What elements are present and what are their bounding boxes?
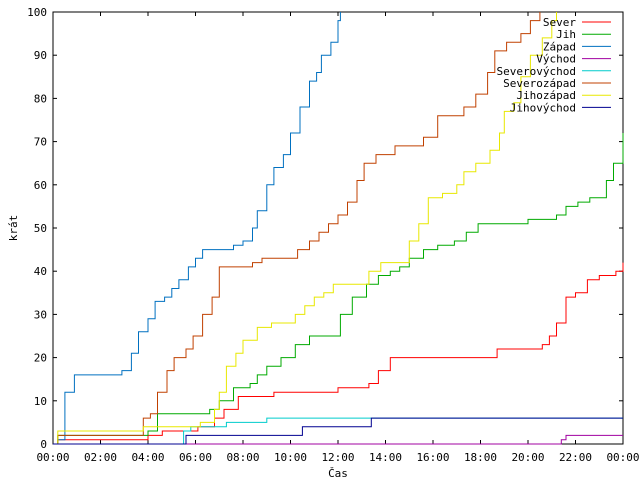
series-line-jih [53, 133, 624, 445]
y-tick-label: 0 [40, 438, 47, 451]
y-tick-label: 50 [34, 222, 47, 235]
legend-label-jihozapad: Jihozápad [516, 89, 576, 102]
legend-label-severovychod: Severovýchod [497, 65, 576, 78]
x-tick-label: 02:00 [84, 451, 117, 464]
x-tick-label: 20:00 [511, 451, 544, 464]
x-tick-label: 00:00 [606, 451, 639, 464]
y-tick-label: 40 [34, 265, 47, 278]
y-axis-ticks: 0 10 20 30 40 50 60 70 80 90 100 [27, 6, 623, 451]
y-tick-label: 20 [34, 352, 47, 365]
y-axis-label: krát [7, 215, 20, 242]
series-lines [53, 12, 624, 445]
x-tick-label: 10:00 [274, 451, 307, 464]
legend-label-severozapad: Severozápad [503, 77, 576, 90]
x-tick-label: 18:00 [464, 451, 497, 464]
x-axis-ticks: 00:00 02:00 04:00 06:00 08:00 10:00 12:00 14:00… [36, 12, 640, 464]
y-tick-label: 80 [34, 92, 47, 105]
series-line-jihovychod [53, 417, 623, 445]
legend-label-sever: Sever [543, 16, 576, 29]
series-line-vychod [53, 434, 623, 445]
legend-label-jihovychod: Jihovýchod [510, 101, 576, 114]
y-tick-label: 90 [34, 49, 47, 62]
x-tick-label: 12:00 [321, 451, 354, 464]
x-tick-label: 04:00 [131, 451, 164, 464]
x-tick-label: 16:00 [416, 451, 449, 464]
x-tick-label: 06:00 [179, 451, 212, 464]
x-axis-label: Čas [328, 467, 348, 480]
series-line-severozapad [53, 12, 541, 445]
legend-label-vychod: Východ [536, 53, 576, 66]
y-tick-label: 30 [34, 308, 47, 321]
y-tick-label: 100 [27, 6, 47, 19]
y-tick-label: 10 [34, 395, 47, 408]
y-tick-label: 60 [34, 179, 47, 192]
y-tick-label: 70 [34, 136, 47, 149]
x-tick-label: 14:00 [369, 451, 402, 464]
legend-label-jih: Jih [556, 28, 576, 41]
legend-label-zapad: Západ [543, 40, 576, 53]
series-line-zapad [53, 12, 341, 445]
legend: SeverJihZápadVýchodSeverovýchodSeverozáp… [497, 16, 611, 114]
x-tick-label: 22:00 [559, 451, 592, 464]
x-tick-label: 00:00 [36, 451, 69, 464]
series-line-sever [53, 262, 624, 445]
x-tick-label: 08:00 [226, 451, 259, 464]
series-line-jihozapad [53, 12, 557, 445]
